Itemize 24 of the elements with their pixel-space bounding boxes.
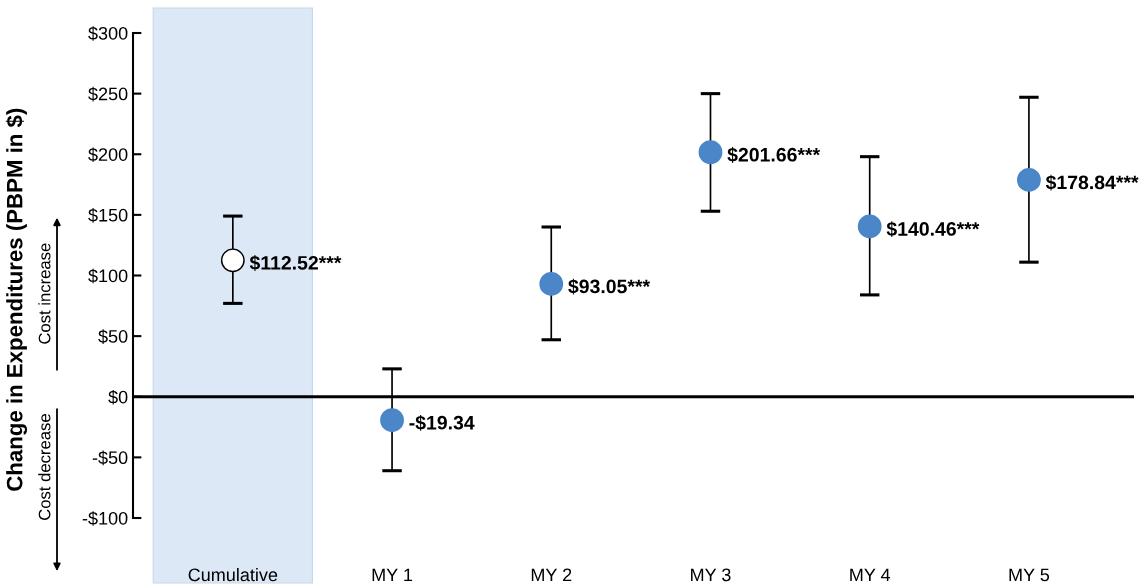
- y-tick-label: $150: [88, 208, 128, 223]
- data-label: $201.66***: [727, 147, 821, 163]
- y-tick-label: $100: [88, 268, 128, 284]
- data-label: $112.52***: [249, 255, 342, 271]
- y-tick-label: $250: [88, 86, 128, 102]
- x-tick-label: MY 3: [691, 568, 731, 582]
- y-tick-label: $50: [98, 329, 128, 344]
- y-tick-label: $0: [108, 389, 128, 405]
- data-label: $93.05***: [568, 278, 651, 295]
- x-tick-label: MY 4: [850, 568, 891, 582]
- x-tick-label: MY 2: [531, 568, 572, 582]
- x-tick-label: MY 1: [372, 568, 413, 582]
- y-tick-label: $300: [88, 26, 128, 41]
- y-tick-label: -$100: [82, 511, 128, 526]
- text: Cost increase: [38, 243, 51, 344]
- x-tick-label: MY 5: [1009, 568, 1050, 582]
- y-tick-label: $200: [88, 147, 128, 163]
- data-label: -$19.34: [409, 414, 475, 431]
- data-label: $178.84***: [1045, 174, 1139, 191]
- y-tick-label: -$50: [92, 450, 128, 466]
- data-label: $140.46***: [886, 221, 980, 238]
- text: Cost decrease: [38, 414, 51, 520]
- x-tick-label: Cumulative: [188, 568, 278, 582]
- y-axis-title: Change in Expenditures (PBPM in $): [5, 108, 27, 491]
